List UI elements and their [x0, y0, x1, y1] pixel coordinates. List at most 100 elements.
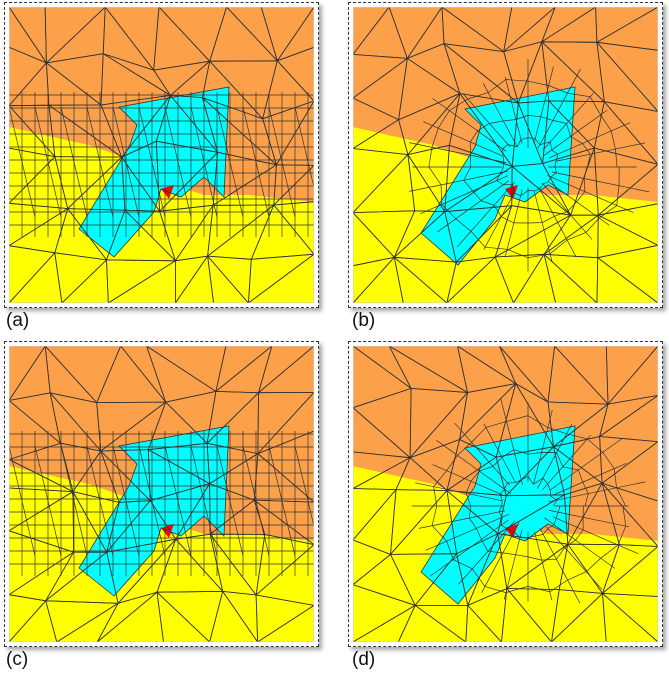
mesh-plot-a [9, 7, 314, 303]
mesh-plot-b [353, 7, 658, 303]
diagonal-edge [190, 445, 218, 557]
diagonal-edge [60, 445, 88, 557]
cyan-arrow-region [79, 426, 229, 596]
diagonal-edge [86, 445, 114, 557]
mesh-edges [353, 7, 658, 303]
diagonal-edge [112, 445, 140, 557]
radial-edge [432, 464, 503, 496]
mesh-triangle [596, 256, 658, 303]
radial-edge [549, 438, 623, 491]
mesh-triangle [393, 256, 448, 303]
radial-edge [533, 66, 554, 144]
diagonal-edge [268, 445, 296, 557]
ring-edge [428, 79, 620, 259]
radial-edge [534, 532, 553, 601]
diagonal-edge [294, 106, 314, 189]
arrow-outline [420, 86, 576, 266]
radial-edge [430, 519, 509, 577]
radial-edge [504, 189, 523, 257]
panel-c [4, 341, 319, 647]
radial-edge [548, 481, 646, 503]
radial-edge [542, 92, 594, 151]
diagonal-edge [216, 445, 244, 557]
radial-edge [533, 191, 553, 263]
radial-edge [552, 516, 639, 555]
diagonal-edge [34, 445, 62, 557]
radial-edge [436, 180, 510, 233]
mesh-triangle [602, 592, 658, 642]
radial-edge [547, 175, 634, 213]
mesh-triangle [256, 604, 314, 642]
mesh-plot-c [9, 346, 314, 642]
radial-edge [543, 109, 608, 156]
radial-edge [541, 182, 593, 240]
ring-edge [496, 137, 559, 197]
radial-edge [538, 186, 577, 257]
mesh-triangle [465, 604, 503, 642]
radial-edge [409, 170, 508, 192]
refined-mesh [9, 92, 314, 237]
diagonal-edge [190, 106, 218, 218]
ring-edge [431, 415, 627, 593]
radial-edge [552, 171, 650, 193]
radial-edge [549, 182, 610, 226]
diagonal-edge [9, 106, 36, 218]
mesh-triangle [247, 253, 314, 303]
radial-edge [456, 181, 515, 248]
mesh-triangle [501, 587, 553, 642]
radial-edge [458, 520, 516, 585]
radial-edge [504, 76, 523, 144]
yellow-region [353, 127, 658, 303]
diagonal-edge [60, 106, 88, 218]
radial-edge [539, 528, 581, 604]
radial-edge [462, 93, 511, 148]
mesh-triangle [209, 590, 259, 642]
ring-edge [463, 115, 591, 224]
diagonal-edge [164, 106, 192, 218]
radial-edge [555, 142, 646, 162]
mesh-triangle [543, 253, 598, 303]
arrow-outline [420, 425, 576, 605]
diagonal-edge [9, 445, 36, 557]
diagonal-edge [138, 445, 166, 557]
cyan-arrow-region [421, 426, 575, 604]
radial-edge [546, 526, 603, 590]
mesh-triangle [156, 591, 211, 642]
panel-label-d: (d) [352, 649, 376, 670]
radial-edge [536, 423, 573, 489]
radial-edge [537, 68, 581, 149]
radial-edge [483, 190, 516, 250]
radial-edge [548, 122, 631, 159]
radial-edge [542, 434, 591, 491]
radial-edge [454, 422, 510, 486]
radial-edge [481, 522, 520, 593]
yellow-region [9, 466, 314, 642]
radial-edge [482, 83, 518, 147]
diagonal-edge [112, 106, 140, 218]
arrow-outline [78, 86, 230, 258]
mesh-plot-d [353, 346, 658, 642]
panel-label-c: (c) [6, 649, 29, 670]
radial-edge [549, 510, 630, 528]
mesh-triangle [397, 604, 467, 642]
arrow-outline [78, 425, 230, 597]
radial-edge [503, 529, 523, 600]
radial-edge [409, 142, 507, 163]
radial-edge [500, 398, 523, 485]
refined-mesh [411, 398, 646, 604]
mesh-edges [353, 346, 658, 642]
diagonal-edge [242, 106, 270, 218]
cyan-arrow-region [79, 87, 229, 257]
diagonal-edge [242, 445, 270, 557]
mesh-triangle [207, 254, 249, 303]
diagonal-edge [138, 106, 166, 218]
panel-b [348, 2, 663, 308]
diagonal-edge [294, 445, 314, 528]
panel-label-a: (a) [6, 310, 30, 331]
panel-d [348, 341, 663, 647]
refined-mesh [9, 431, 314, 576]
mesh-edges [9, 346, 314, 642]
diagonal-edge [216, 106, 244, 218]
diagonal-edge [34, 106, 62, 218]
